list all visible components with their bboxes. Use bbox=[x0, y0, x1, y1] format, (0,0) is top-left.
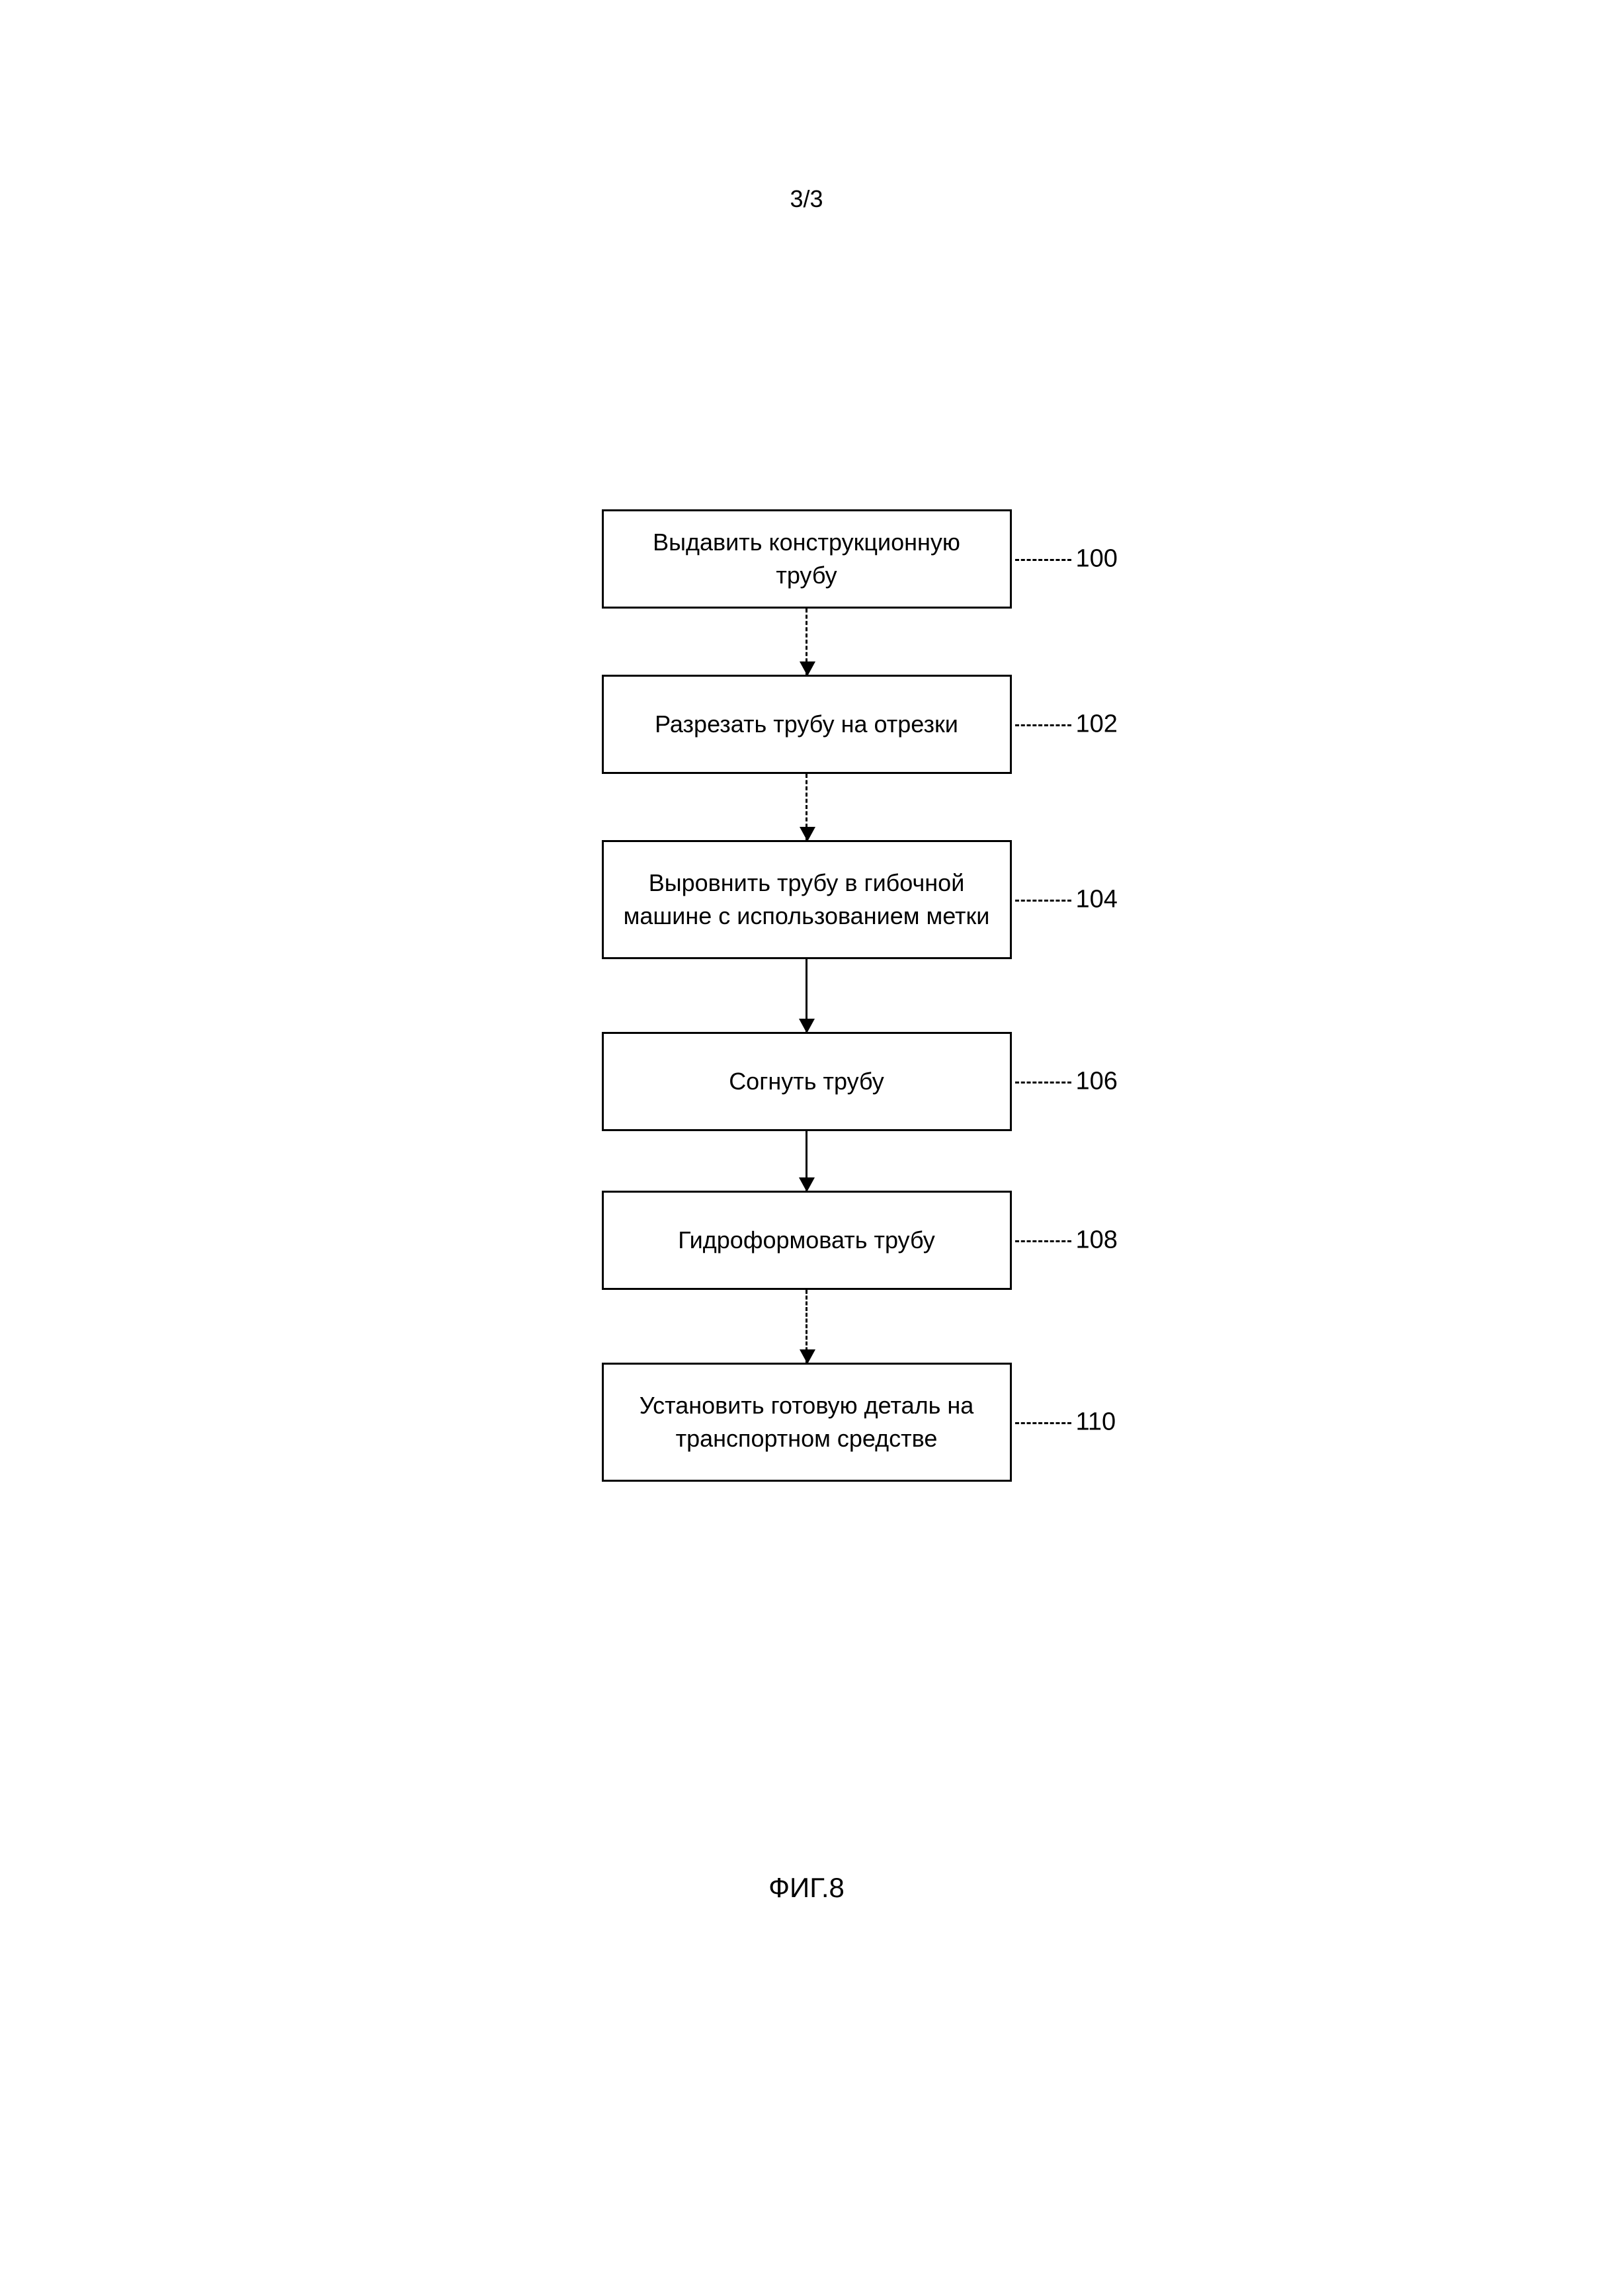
flow-node-106: Согнуть трубу 106 bbox=[602, 1032, 1012, 1131]
flow-node-110: Установить готовую деталь на транспортно… bbox=[602, 1363, 1012, 1482]
flow-node-label: 110 bbox=[1076, 1404, 1116, 1439]
arrow-head-icon bbox=[800, 1349, 815, 1364]
flow-arrow bbox=[806, 1290, 807, 1363]
flow-node-label: 100 bbox=[1076, 541, 1118, 576]
flow-node-104: Выровнить трубу в гибочной машине с испо… bbox=[602, 840, 1012, 959]
flow-arrow bbox=[806, 959, 807, 1032]
flow-node-text: Гидроформовать трубу bbox=[678, 1224, 935, 1257]
arrow-head-icon bbox=[799, 1177, 815, 1192]
arrow-head-icon bbox=[800, 827, 815, 841]
flow-arrow bbox=[806, 774, 807, 840]
flow-node-label: 108 bbox=[1076, 1222, 1118, 1257]
flow-node-text: Разрезать трубу на отрезки bbox=[655, 708, 958, 741]
label-connector-line bbox=[1015, 1240, 1071, 1242]
flow-node-text: Выдавить конструкционную трубу bbox=[624, 526, 990, 593]
label-connector-line bbox=[1015, 1082, 1071, 1084]
page-number: 3/3 bbox=[790, 185, 823, 213]
flow-node-100: Выдавить конструкционную трубу 100 bbox=[602, 509, 1012, 609]
flow-arrow bbox=[806, 609, 807, 675]
flow-node-label: 104 bbox=[1076, 882, 1118, 917]
label-connector-line bbox=[1015, 724, 1071, 726]
flow-node-label: 102 bbox=[1076, 706, 1118, 742]
flow-node-108: Гидроформовать трубу 108 bbox=[602, 1191, 1012, 1290]
arrow-head-icon bbox=[799, 1019, 815, 1033]
flow-node-text: Выровнить трубу в гибочной машине с испо… bbox=[624, 867, 990, 933]
flow-node-text: Согнуть трубу bbox=[729, 1065, 884, 1098]
flow-node-label: 106 bbox=[1076, 1064, 1118, 1099]
arrow-head-icon bbox=[800, 661, 815, 676]
flow-arrow bbox=[806, 1131, 807, 1191]
label-connector-line bbox=[1015, 1422, 1071, 1424]
label-connector-line bbox=[1015, 900, 1071, 902]
flow-node-text: Установить готовую деталь на транспортно… bbox=[624, 1389, 990, 1456]
flow-node-102: Разрезать трубу на отрезки 102 bbox=[602, 675, 1012, 774]
figure-caption: ФИГ.8 bbox=[768, 1872, 845, 1904]
label-connector-line bbox=[1015, 559, 1071, 561]
flowchart: Выдавить конструкционную трубу 100 Разре… bbox=[602, 509, 1012, 1482]
